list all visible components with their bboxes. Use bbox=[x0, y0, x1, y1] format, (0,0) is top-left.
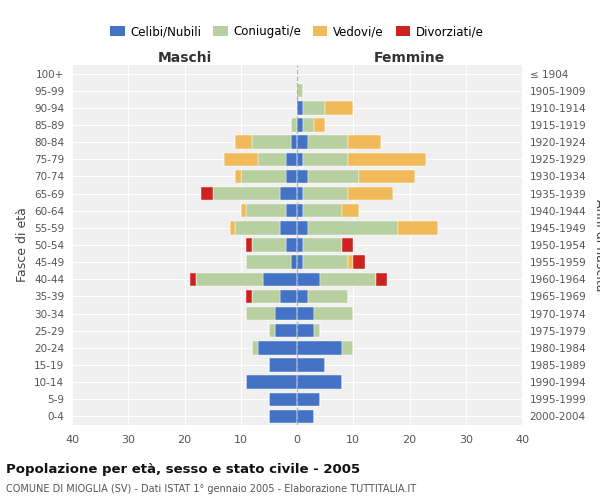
Bar bbox=[280, 290, 297, 303]
Bar bbox=[325, 101, 353, 114]
Bar bbox=[297, 221, 308, 234]
Bar bbox=[247, 290, 252, 303]
Bar bbox=[269, 410, 297, 423]
Bar bbox=[297, 84, 302, 98]
Bar bbox=[297, 170, 308, 183]
Bar bbox=[302, 152, 347, 166]
Bar bbox=[320, 272, 376, 286]
Bar bbox=[212, 187, 280, 200]
Bar bbox=[235, 221, 280, 234]
Bar bbox=[353, 256, 365, 269]
Y-axis label: Fasce di età: Fasce di età bbox=[16, 208, 29, 282]
Bar bbox=[247, 376, 297, 389]
Bar bbox=[314, 118, 325, 132]
Bar bbox=[257, 341, 297, 354]
Bar bbox=[347, 256, 353, 269]
Bar bbox=[269, 324, 275, 338]
Bar bbox=[292, 136, 297, 149]
Bar bbox=[347, 136, 382, 149]
Bar bbox=[308, 170, 359, 183]
Bar bbox=[292, 118, 297, 132]
Bar bbox=[342, 204, 359, 218]
Bar bbox=[263, 272, 297, 286]
Bar bbox=[247, 204, 286, 218]
Bar bbox=[297, 307, 314, 320]
Bar bbox=[314, 324, 320, 338]
Bar bbox=[224, 152, 257, 166]
Bar bbox=[286, 204, 297, 218]
Bar bbox=[297, 101, 302, 114]
Bar bbox=[257, 152, 286, 166]
Bar bbox=[302, 256, 347, 269]
Bar bbox=[252, 136, 292, 149]
Bar bbox=[302, 187, 347, 200]
Text: Maschi: Maschi bbox=[157, 51, 212, 65]
Bar bbox=[297, 152, 302, 166]
Legend: Celibi/Nubili, Coniugati/e, Vedovi/e, Divorziati/e: Celibi/Nubili, Coniugati/e, Vedovi/e, Di… bbox=[106, 20, 488, 43]
Bar bbox=[297, 204, 302, 218]
Bar bbox=[252, 238, 286, 252]
Bar bbox=[247, 238, 252, 252]
Bar bbox=[190, 272, 196, 286]
Y-axis label: Anni di nascita: Anni di nascita bbox=[593, 198, 600, 291]
Bar bbox=[302, 101, 325, 114]
Bar bbox=[235, 170, 241, 183]
Bar bbox=[292, 256, 297, 269]
Bar bbox=[269, 392, 297, 406]
Bar bbox=[359, 170, 415, 183]
Bar bbox=[252, 341, 257, 354]
Bar bbox=[302, 238, 342, 252]
Bar bbox=[196, 272, 263, 286]
Bar bbox=[347, 152, 427, 166]
Bar bbox=[308, 136, 347, 149]
Bar bbox=[297, 376, 342, 389]
Text: Popolazione per età, sesso e stato civile - 2005: Popolazione per età, sesso e stato civil… bbox=[6, 462, 360, 475]
Bar bbox=[342, 341, 353, 354]
Bar bbox=[286, 170, 297, 183]
Bar bbox=[297, 324, 314, 338]
Bar bbox=[241, 204, 247, 218]
Bar bbox=[297, 118, 302, 132]
Bar bbox=[241, 170, 286, 183]
Bar bbox=[297, 256, 302, 269]
Bar bbox=[269, 358, 297, 372]
Bar bbox=[297, 290, 308, 303]
Bar bbox=[275, 324, 297, 338]
Bar bbox=[202, 187, 212, 200]
Bar bbox=[235, 136, 252, 149]
Bar bbox=[342, 238, 353, 252]
Bar bbox=[314, 307, 353, 320]
Bar bbox=[308, 290, 347, 303]
Bar bbox=[252, 290, 280, 303]
Bar bbox=[308, 221, 398, 234]
Bar bbox=[229, 221, 235, 234]
Bar bbox=[297, 187, 302, 200]
Bar bbox=[297, 238, 302, 252]
Bar bbox=[398, 221, 437, 234]
Bar bbox=[297, 272, 320, 286]
Bar bbox=[280, 221, 297, 234]
Text: COMUNE DI MIOGLIA (SV) - Dati ISTAT 1° gennaio 2005 - Elaborazione TUTTITALIA.IT: COMUNE DI MIOGLIA (SV) - Dati ISTAT 1° g… bbox=[6, 484, 416, 494]
Bar bbox=[297, 136, 308, 149]
Text: Femmine: Femmine bbox=[374, 51, 445, 65]
Bar bbox=[280, 187, 297, 200]
Bar bbox=[247, 307, 275, 320]
Bar bbox=[297, 358, 325, 372]
Bar bbox=[247, 256, 292, 269]
Bar bbox=[297, 392, 320, 406]
Bar bbox=[275, 307, 297, 320]
Bar bbox=[347, 187, 392, 200]
Bar bbox=[302, 204, 342, 218]
Bar bbox=[376, 272, 387, 286]
Bar bbox=[286, 152, 297, 166]
Bar bbox=[297, 341, 342, 354]
Bar bbox=[297, 410, 314, 423]
Bar bbox=[302, 118, 314, 132]
Bar bbox=[286, 238, 297, 252]
